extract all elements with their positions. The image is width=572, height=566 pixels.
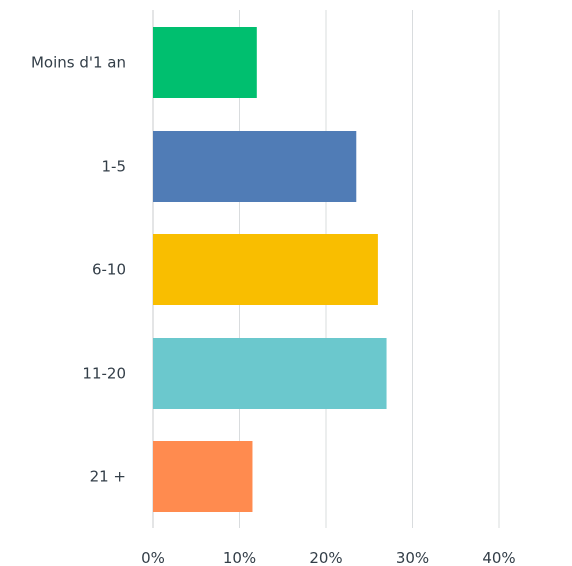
category-labels: Moins d'1 an 1-5 6-10 11-20 21 + (31, 54, 126, 486)
category-label: Moins d'1 an (31, 54, 126, 72)
bar (153, 131, 357, 202)
x-tick-label: 20% (309, 549, 342, 566)
category-label: 1-5 (102, 158, 127, 176)
category-label: 6-10 (92, 261, 126, 279)
bars (153, 27, 387, 512)
x-tick-labels: 0%10%20%30%40%5 (141, 549, 516, 566)
bar (153, 338, 387, 409)
x-tick-label: 30% (396, 549, 429, 566)
category-label: 11-20 (82, 365, 126, 383)
category-label: 21 + (90, 468, 126, 486)
x-tick-label: 40% (482, 549, 515, 566)
x-tick-label: 0% (141, 549, 165, 566)
bar (153, 234, 378, 305)
bar (153, 27, 257, 98)
x-tick-label: 10% (223, 549, 256, 566)
bar (153, 441, 253, 512)
